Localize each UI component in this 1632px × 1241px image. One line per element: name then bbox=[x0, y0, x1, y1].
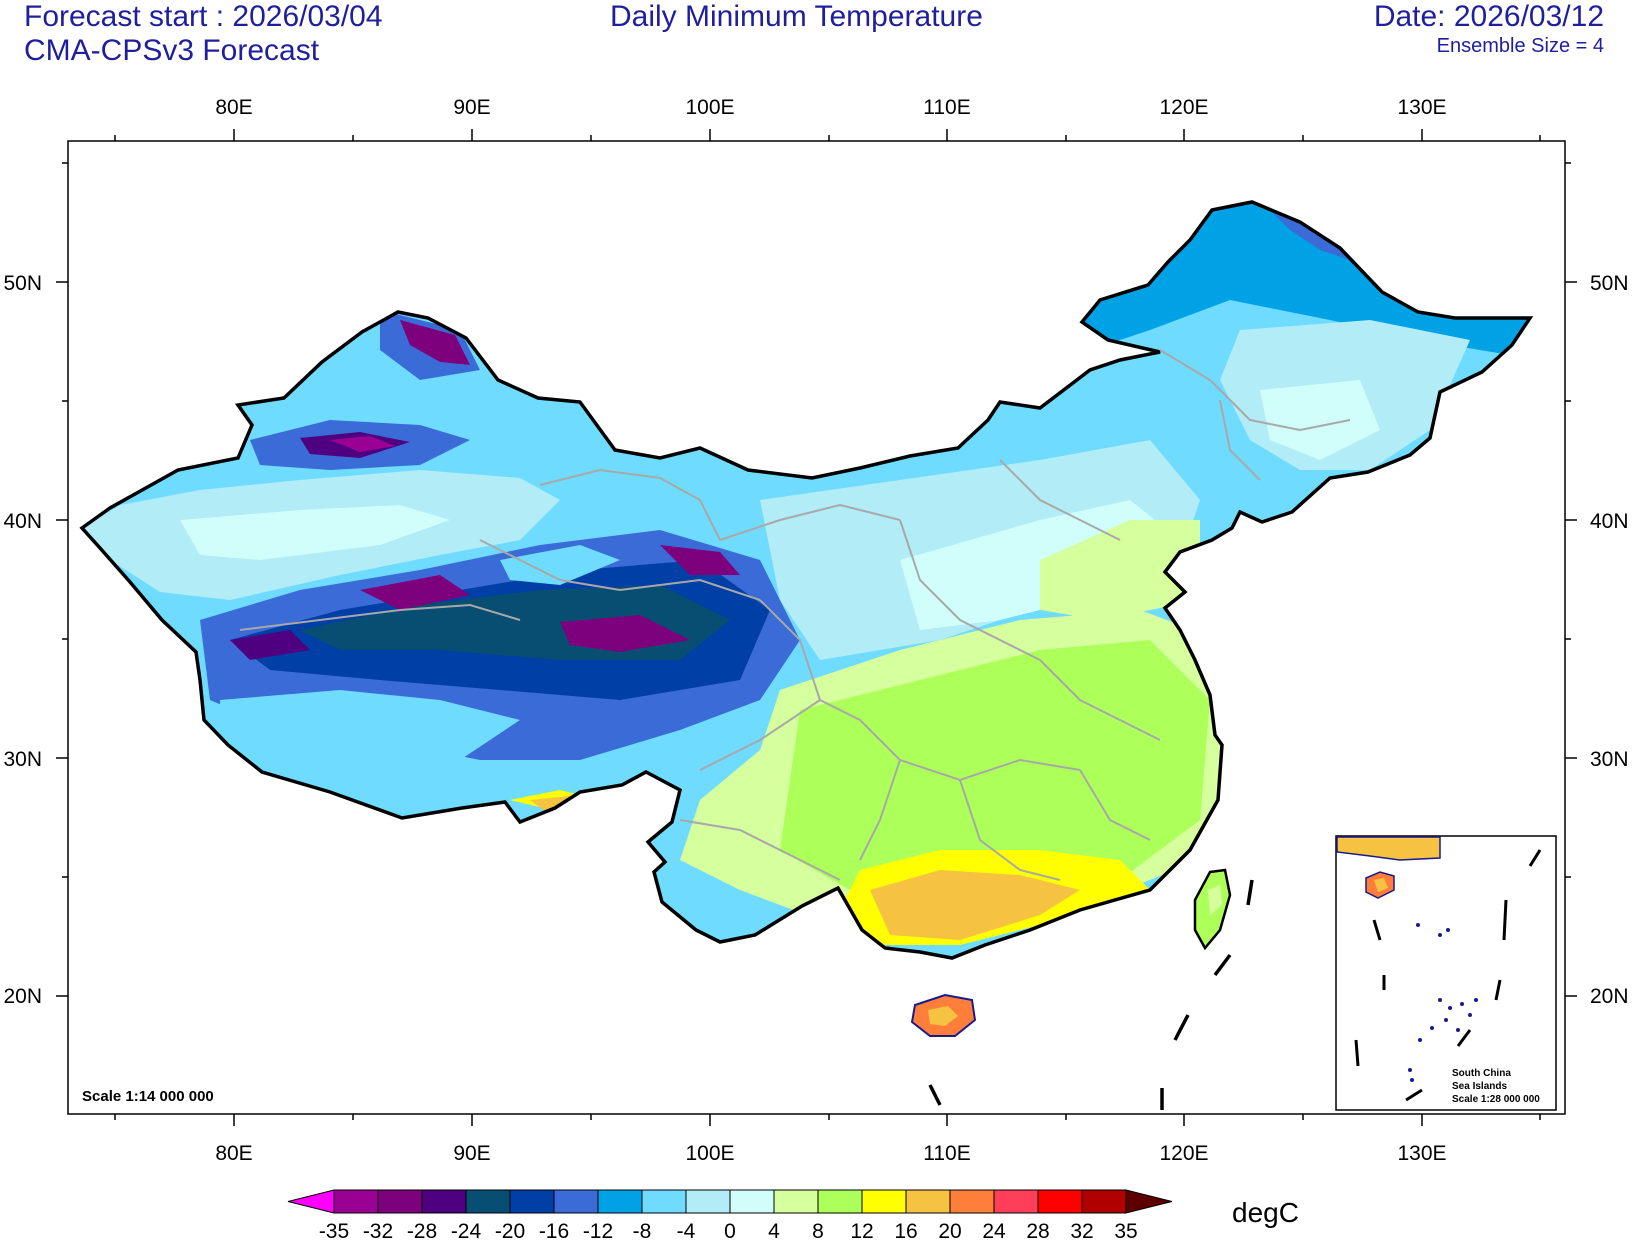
colorbar-box bbox=[685, 1189, 731, 1214]
taiwan-cool-core bbox=[1208, 885, 1222, 915]
scale-label: Scale 1:14 000 000 bbox=[82, 1088, 214, 1105]
lon-label-110e: 110E bbox=[923, 96, 971, 119]
colorbar-level-label: 16 bbox=[894, 1220, 917, 1241]
lon-label-90e-bottom: 90E bbox=[453, 1142, 490, 1165]
colorbar-box bbox=[817, 1189, 863, 1214]
colorbar-box bbox=[333, 1189, 379, 1214]
colorbar-level-label: 0 bbox=[724, 1220, 736, 1241]
colorbar-level-label: 12 bbox=[850, 1220, 873, 1241]
colorbar-level-label: -32 bbox=[363, 1220, 393, 1241]
colorbar-box bbox=[553, 1189, 599, 1214]
chart-title: Daily Minimum Temperature bbox=[610, 0, 983, 33]
colorbar-level-label: 4 bbox=[768, 1220, 780, 1241]
colorbar-level-label: -8 bbox=[633, 1220, 652, 1241]
lat-label-50n: 50N bbox=[3, 272, 42, 295]
colorbar-unit-label: degC bbox=[1232, 1197, 1299, 1228]
colorbar-box bbox=[597, 1189, 643, 1214]
colorbar-box bbox=[861, 1189, 907, 1214]
axis-tick-marks bbox=[56, 129, 1577, 1126]
model-label: CMA-CPSv3 Forecast bbox=[24, 34, 320, 67]
colorbar-box bbox=[729, 1189, 775, 1214]
left-latitude-labels: 50N 40N 30N 20N bbox=[3, 272, 42, 1008]
lat-label-40n-right: 40N bbox=[1590, 510, 1629, 533]
colorbar-level-label: 24 bbox=[982, 1220, 1006, 1241]
colorbar-level-label: -12 bbox=[583, 1220, 613, 1241]
colorbar-level-label: -28 bbox=[407, 1220, 437, 1241]
date-label: Date: 2026/03/12 bbox=[1373, 0, 1604, 33]
colorbar-box bbox=[465, 1189, 511, 1214]
lon-label-80e: 80E bbox=[215, 96, 252, 119]
colorbar-level-label: -16 bbox=[539, 1220, 569, 1241]
right-latitude-labels: 50N 40N 30N 20N bbox=[1590, 272, 1629, 1008]
colorbar-box bbox=[949, 1189, 995, 1214]
inset-label-line3: Scale 1:28 000 000 bbox=[1452, 1094, 1540, 1105]
colorbar-box bbox=[905, 1189, 951, 1214]
hainan-warm-core bbox=[928, 1006, 958, 1026]
inset-label-line1: South China bbox=[1452, 1068, 1511, 1079]
colorbar-max-triangle bbox=[1125, 1189, 1173, 1214]
colorbar-box bbox=[773, 1189, 819, 1214]
colorbar-level-label: 20 bbox=[938, 1220, 961, 1241]
lon-label-120e-bottom: 120E bbox=[1159, 1142, 1208, 1165]
inset-label-line2: Sea Islands bbox=[1452, 1081, 1507, 1092]
inset-dashes bbox=[1354, 849, 1542, 1102]
colorbar-box bbox=[1081, 1189, 1127, 1214]
province-boundaries bbox=[239, 349, 1351, 881]
colorbar-level-label: 8 bbox=[812, 1220, 824, 1241]
lat-label-30n-right: 30N bbox=[1590, 748, 1629, 771]
lon-label-80e-bottom: 80E bbox=[215, 1142, 252, 1165]
maritime-boundary-dashes bbox=[928, 879, 1254, 1110]
colorbar-level-label: -24 bbox=[451, 1220, 482, 1241]
colorbar-box bbox=[641, 1189, 687, 1214]
south-china-sea-inset: South China Sea Islands Scale 1:28 000 0… bbox=[1335, 835, 1557, 1111]
bottom-longitude-labels: 80E 90E 100E 110E 120E 130E bbox=[215, 1142, 1446, 1165]
lat-label-20n: 20N bbox=[3, 985, 42, 1008]
top-longitude-labels: 80E 90E 100E 110E 120E 130E bbox=[215, 96, 1446, 119]
lon-label-120e: 120E bbox=[1159, 96, 1208, 119]
lat-label-50n-right: 50N bbox=[1590, 272, 1629, 295]
lon-label-110e-bottom: 110E bbox=[923, 1142, 971, 1165]
colorbar-box bbox=[993, 1189, 1039, 1214]
colorbar-level-label: 35 bbox=[1114, 1220, 1137, 1241]
colorbar-level-label: -4 bbox=[677, 1220, 696, 1241]
lon-label-130e-bottom: 130E bbox=[1397, 1142, 1446, 1165]
forecast-start-label: Forecast start : 2026/03/04 bbox=[24, 0, 383, 33]
ensemble-label: Ensemble Size = 4 bbox=[1436, 35, 1604, 57]
colorbar-level-label: -35 bbox=[319, 1220, 349, 1241]
lon-label-90e: 90E bbox=[453, 96, 490, 119]
lat-label-20n-right: 20N bbox=[1590, 985, 1629, 1008]
colorbar: -35 -32 -28 -24 -20 -16 -12 -8 -4 0 4 8 12 16 20 24 28 32… bbox=[287, 1189, 1173, 1241]
colorbar-box bbox=[377, 1189, 423, 1214]
colorbar-level-label: 32 bbox=[1070, 1220, 1093, 1241]
colorbar-level-label: -20 bbox=[495, 1220, 525, 1241]
colorbar-box bbox=[421, 1189, 467, 1214]
inset-mainland-coast bbox=[1336, 836, 1441, 861]
lon-label-100e-bottom: 100E bbox=[685, 1142, 734, 1165]
colorbar-level-label: 28 bbox=[1026, 1220, 1049, 1241]
lat-label-30n: 30N bbox=[3, 748, 42, 771]
colorbar-min-triangle bbox=[287, 1189, 335, 1214]
colorbar-box bbox=[1037, 1189, 1083, 1214]
lat-label-40n: 40N bbox=[3, 510, 42, 533]
lon-label-100e: 100E bbox=[685, 96, 734, 119]
colorbar-box bbox=[509, 1189, 555, 1214]
inset-islands bbox=[1408, 923, 1478, 1082]
lon-label-130e: 130E bbox=[1397, 96, 1446, 119]
